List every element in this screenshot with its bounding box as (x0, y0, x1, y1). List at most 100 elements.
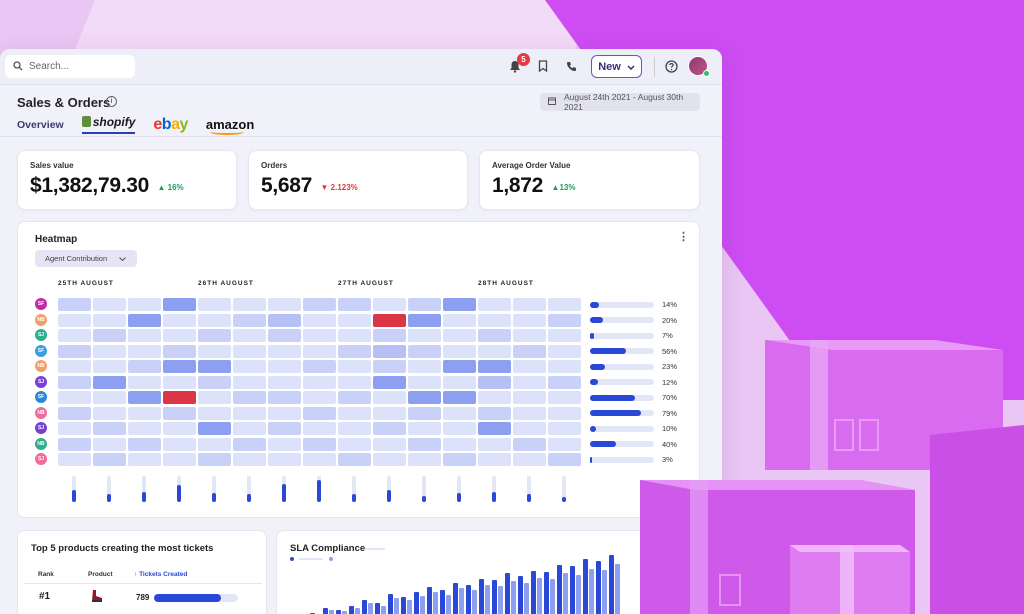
heatmap-cell[interactable] (93, 313, 126, 327)
agent-avatar[interactable]: NB (35, 360, 47, 372)
agent-avatar[interactable]: NB (35, 313, 47, 326)
heatmap-cell[interactable] (58, 329, 91, 342)
sla-bar-secondary[interactable] (394, 598, 399, 614)
heatmap-cell[interactable] (303, 406, 336, 420)
heatmap-cell[interactable] (373, 313, 406, 327)
sla-bar[interactable] (544, 572, 549, 614)
sla-bar-secondary[interactable] (420, 596, 425, 614)
heatmap-cell[interactable] (198, 375, 231, 389)
heatmap-cell[interactable] (373, 298, 406, 311)
heatmap-cell[interactable] (233, 422, 266, 435)
heatmap-cell[interactable] (233, 375, 266, 389)
sla-bar[interactable] (362, 600, 367, 614)
heatmap-cell[interactable] (268, 391, 301, 404)
heatmap-cell[interactable] (198, 391, 231, 404)
heatmap-cell[interactable] (408, 406, 441, 420)
sla-bar[interactable] (531, 570, 536, 614)
column-header-tickets[interactable]: ↑ Tickets Created (134, 571, 187, 578)
heatmap-cell[interactable] (233, 406, 266, 420)
heatmap-cell[interactable] (268, 422, 301, 435)
heatmap-cell[interactable] (513, 453, 546, 466)
heatmap-cell[interactable] (93, 406, 126, 420)
agent-avatar[interactable]: SF (35, 344, 47, 357)
more-options-icon[interactable]: ⋮ (678, 231, 689, 243)
sla-bar-secondary[interactable] (446, 594, 451, 614)
heatmap-cell[interactable] (443, 375, 476, 389)
heatmap-cell[interactable] (513, 360, 546, 373)
sla-bar[interactable] (557, 565, 562, 614)
sla-bar[interactable] (427, 587, 432, 614)
heatmap-cell[interactable] (338, 313, 371, 327)
sla-bar-secondary[interactable] (433, 592, 438, 614)
sla-bar-secondary[interactable] (459, 588, 464, 614)
heatmap-cell[interactable] (338, 391, 371, 404)
heatmap-cell[interactable] (373, 422, 406, 435)
agent-avatar[interactable]: SF (35, 298, 47, 310)
heatmap-cell[interactable] (93, 344, 126, 358)
heatmap-cell[interactable] (478, 329, 511, 342)
heatmap-cell[interactable] (338, 329, 371, 342)
heatmap-cell[interactable] (268, 344, 301, 358)
heatmap-cell[interactable] (478, 313, 511, 327)
heatmap-cell[interactable] (303, 313, 336, 327)
heatmap-cell[interactable] (128, 360, 161, 373)
sla-bar-secondary[interactable] (498, 586, 503, 614)
heatmap-cell[interactable] (408, 375, 441, 389)
heatmap-cell[interactable] (548, 437, 581, 451)
heatmap-cell[interactable] (163, 453, 196, 466)
sla-bar[interactable] (453, 582, 458, 614)
sla-bar-secondary[interactable] (381, 605, 386, 614)
heatmap-cell[interactable] (443, 406, 476, 420)
sla-bar-secondary[interactable] (368, 603, 373, 614)
heatmap-cell[interactable] (338, 422, 371, 435)
heatmap-cell[interactable] (268, 453, 301, 466)
heatmap-cell[interactable] (58, 437, 91, 451)
sla-bar[interactable] (349, 605, 354, 614)
heatmap-cell[interactable] (338, 375, 371, 389)
heatmap-cell[interactable] (408, 360, 441, 373)
heatmap-cell[interactable] (128, 329, 161, 342)
heatmap-cell[interactable] (128, 298, 161, 311)
kpi-card-orders[interactable]: Orders 5,687 ▼ 2.123% (248, 150, 468, 210)
agent-avatar[interactable]: SJ (35, 329, 47, 341)
heatmap-cell[interactable] (93, 437, 126, 451)
heatmap-cell[interactable] (93, 391, 126, 404)
agent-avatar[interactable]: NB (35, 406, 47, 419)
heatmap-cell[interactable] (478, 437, 511, 451)
sla-bar[interactable] (492, 580, 497, 614)
heatmap-cell[interactable] (548, 422, 581, 435)
heatmap-cell[interactable] (513, 406, 546, 420)
heatmap-cell[interactable] (233, 360, 266, 373)
heatmap-cell[interactable] (163, 360, 196, 373)
search-input[interactable]: Search... (5, 55, 135, 78)
heatmap-cell[interactable] (163, 422, 196, 435)
sla-bar-secondary[interactable] (589, 568, 594, 614)
heatmap-cell[interactable] (373, 406, 406, 420)
heatmap-cell[interactable] (478, 360, 511, 373)
sla-bar-secondary[interactable] (550, 579, 555, 614)
bookmark-icon[interactable] (535, 58, 551, 74)
heatmap-cell[interactable] (303, 329, 336, 342)
tab-amazon[interactable]: amazon (205, 117, 255, 135)
sla-bar-secondary[interactable] (355, 607, 360, 614)
kpi-card-aov[interactable]: Average Order Value 1,872 ▲13% (479, 150, 700, 210)
sla-bar[interactable] (336, 609, 341, 614)
heatmap-cell[interactable] (478, 453, 511, 466)
sla-bar-secondary[interactable] (511, 580, 516, 614)
heatmap-cell[interactable] (513, 437, 546, 451)
sla-bar-secondary[interactable] (602, 569, 607, 614)
heatmap-cell[interactable] (198, 406, 231, 420)
heatmap-cell[interactable] (373, 329, 406, 342)
heatmap-cell[interactable] (338, 298, 371, 311)
heatmap-cell[interactable] (128, 406, 161, 420)
heatmap-cell[interactable] (198, 313, 231, 327)
heatmap-cell[interactable] (548, 313, 581, 327)
sla-bar-secondary[interactable] (563, 573, 568, 614)
heatmap-cell[interactable] (128, 344, 161, 358)
heatmap-cell[interactable] (58, 375, 91, 389)
heatmap-cell[interactable] (548, 375, 581, 389)
heatmap-cell[interactable] (373, 360, 406, 373)
heatmap-cell[interactable] (478, 406, 511, 420)
heatmap-cell[interactable] (58, 422, 91, 435)
heatmap-cell[interactable] (303, 360, 336, 373)
